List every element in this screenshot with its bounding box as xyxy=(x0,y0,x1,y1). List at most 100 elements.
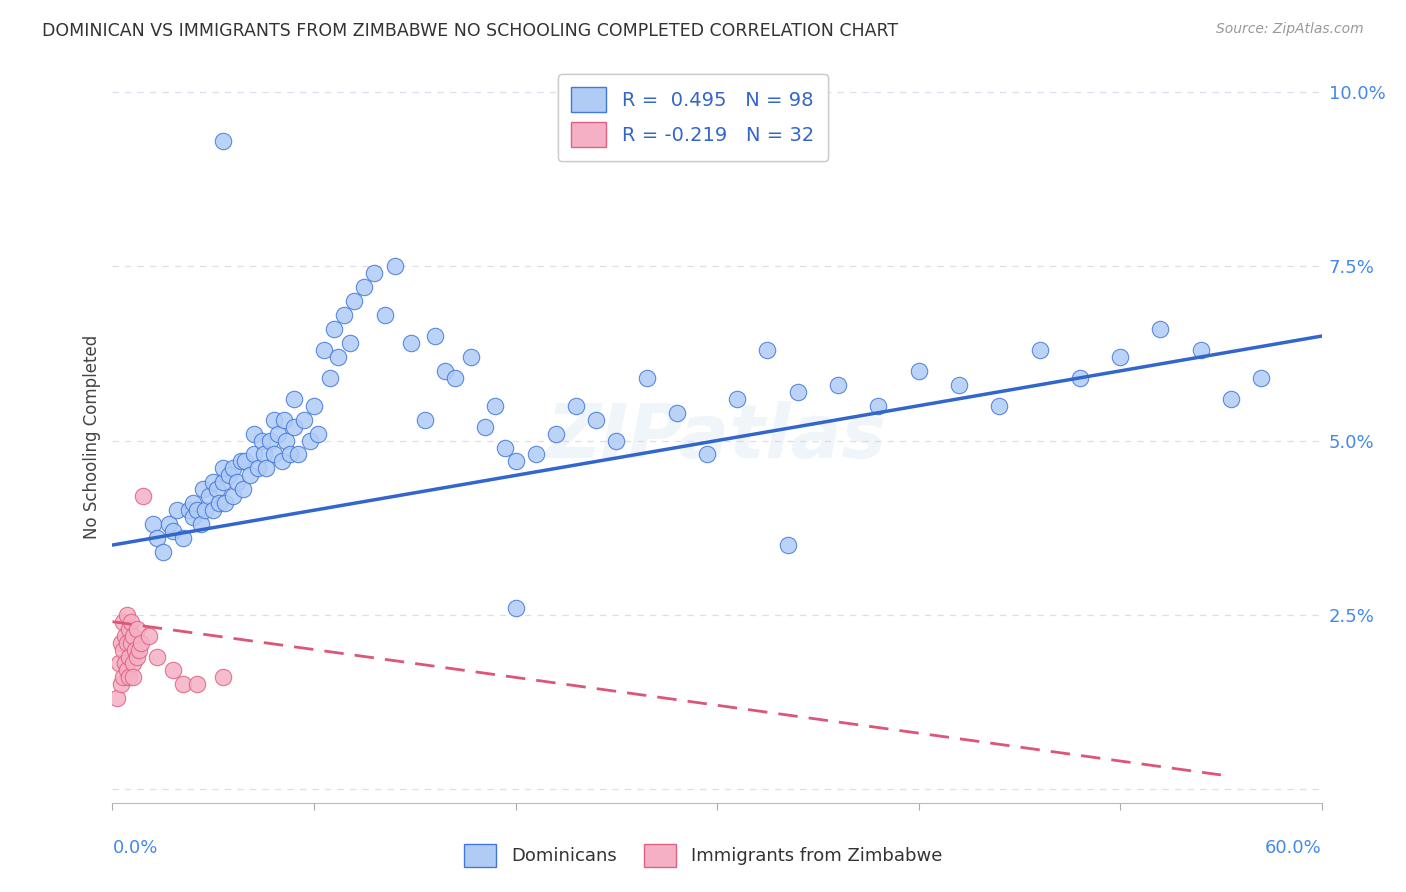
Point xyxy=(132,489,155,503)
Point xyxy=(198,489,221,503)
Point xyxy=(278,448,301,462)
Point xyxy=(121,657,143,671)
Point xyxy=(105,691,128,706)
Point xyxy=(177,503,200,517)
Point xyxy=(110,635,132,649)
Point xyxy=(142,517,165,532)
Point xyxy=(125,649,148,664)
Point xyxy=(423,329,446,343)
Point xyxy=(226,475,249,490)
Y-axis label: No Schooling Completed: No Schooling Completed xyxy=(83,335,101,539)
Point xyxy=(191,483,214,497)
Point xyxy=(384,260,406,274)
Point xyxy=(1069,371,1091,385)
Point xyxy=(460,350,482,364)
Point xyxy=(1189,343,1212,357)
Point xyxy=(238,468,260,483)
Point xyxy=(110,677,132,691)
Point xyxy=(218,468,240,483)
Point xyxy=(868,399,890,413)
Point xyxy=(117,622,139,636)
Point xyxy=(786,384,808,399)
Point xyxy=(474,419,496,434)
Point xyxy=(524,448,547,462)
Point xyxy=(162,664,184,678)
Point xyxy=(270,454,292,468)
Point xyxy=(267,426,290,441)
Point xyxy=(212,461,235,475)
Point xyxy=(948,377,970,392)
Point xyxy=(181,510,204,524)
Point xyxy=(231,454,253,468)
Point xyxy=(505,600,527,615)
Point xyxy=(283,419,305,434)
Point xyxy=(114,657,136,671)
Point xyxy=(353,280,375,294)
Point xyxy=(312,343,335,357)
Point xyxy=(250,434,273,448)
Point xyxy=(235,454,257,468)
Point xyxy=(222,461,245,475)
Point xyxy=(495,441,517,455)
Point xyxy=(776,538,799,552)
Point xyxy=(333,308,356,322)
Point xyxy=(544,426,567,441)
Point xyxy=(374,308,396,322)
Point xyxy=(166,503,188,517)
Point xyxy=(444,371,467,385)
Point xyxy=(254,461,277,475)
Point xyxy=(120,615,142,629)
Point xyxy=(725,392,748,406)
Point xyxy=(246,461,269,475)
Point xyxy=(121,629,143,643)
Point xyxy=(827,377,849,392)
Point xyxy=(222,489,245,503)
Point xyxy=(111,642,134,657)
Point xyxy=(107,657,129,671)
Point xyxy=(138,629,160,643)
Point xyxy=(302,399,325,413)
Point xyxy=(1149,322,1171,336)
Point xyxy=(292,412,315,426)
Point xyxy=(1109,350,1132,364)
Point xyxy=(339,336,361,351)
Point xyxy=(172,677,194,691)
Point xyxy=(117,670,139,684)
Point xyxy=(129,635,152,649)
Point xyxy=(605,434,627,448)
Text: DOMINICAN VS IMMIGRANTS FROM ZIMBABWE NO SCHOOLING COMPLETED CORRELATION CHART: DOMINICAN VS IMMIGRANTS FROM ZIMBABWE NO… xyxy=(42,22,898,40)
Point xyxy=(283,392,305,406)
Point xyxy=(146,531,169,545)
Point xyxy=(756,343,779,357)
Point xyxy=(319,371,342,385)
Point xyxy=(212,475,235,490)
Point xyxy=(287,448,309,462)
Point xyxy=(505,454,527,468)
Point xyxy=(1250,371,1272,385)
Point xyxy=(636,371,658,385)
Point xyxy=(242,448,264,462)
Text: 0.0%: 0.0% xyxy=(112,839,157,857)
Point xyxy=(323,322,346,336)
Legend: R =  0.495   N = 98, R = -0.219   N = 32: R = 0.495 N = 98, R = -0.219 N = 32 xyxy=(558,74,828,161)
Point xyxy=(907,364,929,378)
Point xyxy=(273,412,295,426)
Point xyxy=(152,545,174,559)
Point xyxy=(117,649,139,664)
Point xyxy=(328,350,350,364)
Point xyxy=(484,399,506,413)
Text: Source: ZipAtlas.com: Source: ZipAtlas.com xyxy=(1216,22,1364,37)
Point xyxy=(186,677,208,691)
Point xyxy=(125,622,148,636)
Point xyxy=(1220,392,1243,406)
Point xyxy=(124,642,146,657)
Point xyxy=(274,434,297,448)
Text: 60.0%: 60.0% xyxy=(1265,839,1322,857)
Point xyxy=(121,670,143,684)
Point xyxy=(343,294,366,309)
Legend: Dominicans, Immigrants from Zimbabwe: Dominicans, Immigrants from Zimbabwe xyxy=(457,837,949,874)
Point xyxy=(120,635,142,649)
Point xyxy=(128,642,150,657)
Point xyxy=(190,517,212,532)
Point xyxy=(111,670,134,684)
